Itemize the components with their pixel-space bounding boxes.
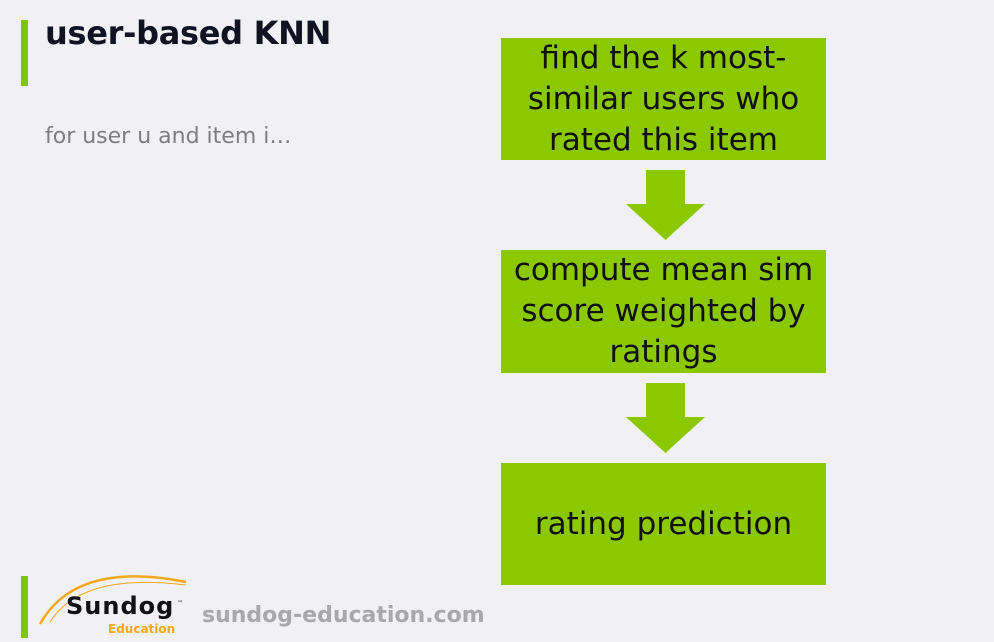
step-text-line: score weighted by <box>521 293 806 329</box>
arrow-down-icon <box>626 383 705 453</box>
step-text-line: similar users who <box>527 80 800 117</box>
title-accent-bar <box>21 20 28 86</box>
slide-title: user-based KNN <box>45 14 332 52</box>
logo-wordmark: Sundog <box>66 592 175 620</box>
logo-trademark: ™ <box>177 600 183 607</box>
step-compute-weighted-score: compute mean sim score weighted by ratin… <box>501 250 826 373</box>
step-text-line: find the k most- <box>540 39 787 76</box>
footer-site-url: sundog-education.com <box>202 603 485 628</box>
step-text-line: rating prediction <box>534 505 793 542</box>
footer-accent-bar <box>21 576 28 638</box>
sundog-logo-arc-icon <box>38 575 187 625</box>
step-text-line: rated this item <box>549 121 778 158</box>
step-rating-prediction: rating prediction <box>501 463 826 585</box>
logo-subtext: Education <box>108 622 176 636</box>
step-text-line: compute mean sim <box>513 252 814 288</box>
arrow-down-icon <box>626 170 705 240</box>
step-text-line: ratings <box>609 334 718 370</box>
slide-subtitle: for user u and item i… <box>45 124 292 149</box>
step-find-similar-users: find the k most- similar users who rated… <box>501 38 826 160</box>
